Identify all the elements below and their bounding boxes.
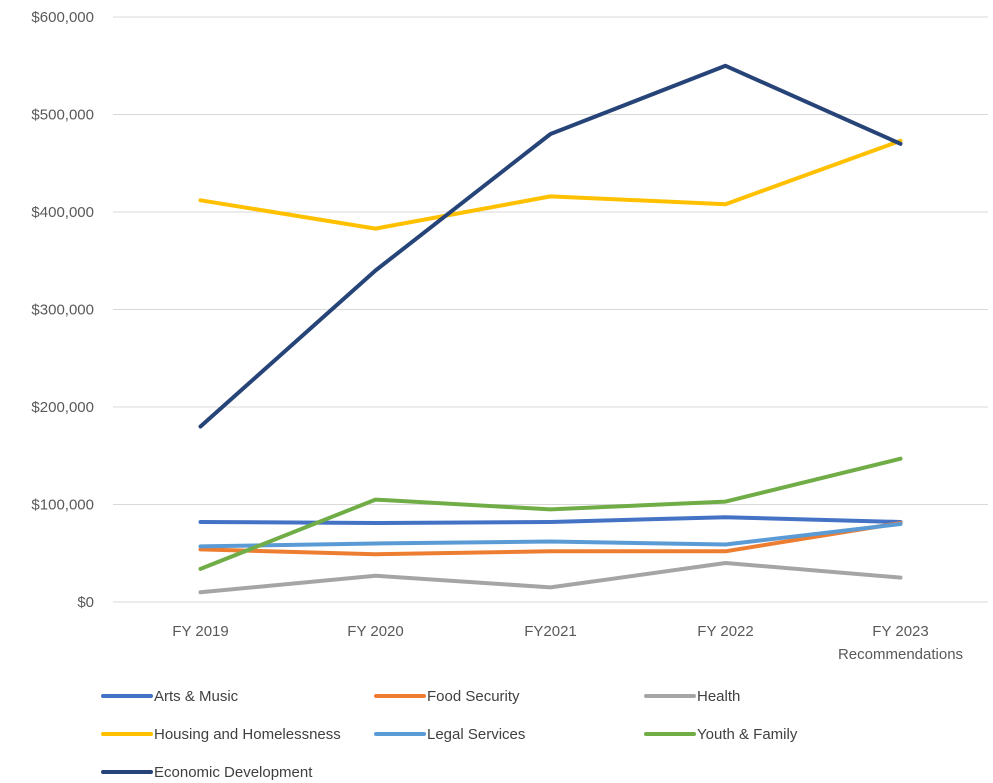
series-line-arts-music: [198, 515, 903, 525]
y-tick-label: $400,000: [31, 204, 94, 221]
legend-label: Health: [697, 688, 740, 705]
series-line-legal-services: [198, 522, 903, 549]
x-tick-label: FY 2023: [872, 623, 928, 640]
x-tick-label: FY 2019: [172, 623, 228, 640]
legend-label: Food Security: [427, 688, 520, 705]
x-tick-label: Recommendations: [838, 646, 963, 663]
series-line-housing-and-homelessness: [198, 138, 903, 231]
legend-label: Youth & Family: [697, 726, 798, 743]
legend-label: Legal Services: [427, 726, 525, 743]
series-line-youth-family: [198, 456, 903, 571]
y-tick-label: $500,000: [31, 107, 94, 124]
y-tick-label: $600,000: [31, 9, 94, 26]
legend-label: Arts & Music: [154, 688, 239, 705]
y-tick-label: $200,000: [31, 399, 94, 416]
y-tick-label: $300,000: [31, 302, 94, 319]
x-tick-label: FY 2020: [347, 623, 403, 640]
y-tick-label: $0: [77, 594, 94, 611]
y-tick-label: $100,000: [31, 497, 94, 514]
x-tick-label: FY 2022: [697, 623, 753, 640]
legend-label: Economic Development: [154, 764, 313, 781]
series-line-health: [198, 561, 903, 595]
series-line-economic-development: [198, 63, 903, 429]
legend-label: Housing and Homelessness: [154, 726, 341, 743]
x-tick-label: FY2021: [524, 623, 577, 640]
